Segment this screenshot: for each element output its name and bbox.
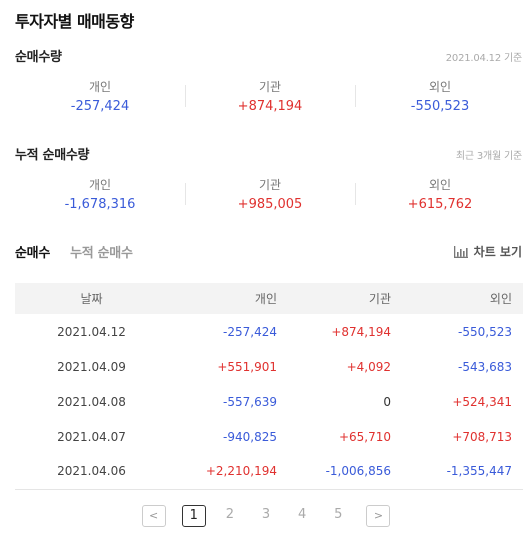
stat-institution: 기관 +874,194 — [185, 78, 355, 122]
cumulative-summary: 개인 -1,678,316 기관 +985,005 외인 +615,762 — [15, 176, 525, 220]
cumulative-header: 누적 순매수량 최근 3개월 기준 — [15, 144, 522, 164]
stat-label: 개인 — [88, 80, 112, 94]
stat-label: 외인 — [428, 80, 452, 94]
tab-net-buy[interactable]: 순매수 — [15, 246, 50, 261]
cell-institution: -1,006,856 — [288, 454, 402, 490]
cell-date: 2021.04.06 — [15, 454, 168, 490]
cell-institution: +65,710 — [338, 429, 391, 444]
investor-trade-table: 날짜 개인 기관 외인 2021.04.12 -257,424 +874,194… — [15, 283, 523, 490]
stat-label: 기관 — [258, 178, 282, 192]
table-row: 2021.04.06 +2,210,194 -1,006,856 -1,355,… — [15, 454, 523, 490]
stat-label: 기관 — [258, 80, 282, 94]
cumulative-period: 최근 3개월 기준 — [455, 151, 522, 162]
net-volume-title: 순매수량 — [15, 50, 62, 65]
page-2[interactable]: 2 — [225, 507, 234, 522]
next-page-button[interactable]: > — [366, 505, 391, 527]
cell-individual: -557,639 — [223, 394, 277, 409]
bar-chart-icon — [453, 245, 468, 258]
stat-foreign: 외인 -550,523 — [355, 78, 525, 122]
stat-individual: 개인 -1,678,316 — [15, 176, 185, 220]
page-1[interactable]: 1 — [181, 505, 206, 527]
stat-value: -1,678,316 — [64, 197, 136, 212]
stat-label: 외인 — [428, 178, 452, 192]
header-date: 날짜 — [80, 292, 103, 306]
view-tabs: 순매수 누적 순매수 — [15, 242, 148, 262]
page-title: 투자자별 매매동향 — [15, 12, 134, 31]
chart-view-button[interactable]: 차트 보기 — [453, 243, 522, 260]
cell-individual: -940,825 — [223, 429, 277, 444]
cell-foreign: -1,355,447 — [402, 454, 523, 490]
pagination: < 1 2 3 4 5 > — [0, 505, 532, 527]
stat-value: -257,424 — [70, 99, 130, 114]
stat-value: +985,005 — [237, 197, 303, 212]
net-volume-summary: 개인 -257,424 기관 +874,194 외인 -550,523 — [15, 78, 525, 122]
cell-date: 2021.04.07 — [57, 429, 126, 444]
stat-value: +615,762 — [407, 197, 473, 212]
table-row: 2021.04.12 -257,424 +874,194 -550,523 — [15, 314, 523, 349]
cell-institution: +4,092 — [346, 359, 391, 374]
cell-date: 2021.04.12 — [57, 324, 126, 339]
cell-individual: +551,901 — [217, 359, 277, 374]
stat-label: 개인 — [88, 178, 112, 192]
cell-institution: +874,194 — [331, 324, 391, 339]
net-volume-header: 순매수량 2021.04.12 기준 — [15, 46, 522, 66]
header-foreign: 외인 — [489, 292, 512, 306]
page-5[interactable]: 5 — [334, 507, 343, 522]
stat-foreign: 외인 +615,762 — [355, 176, 525, 220]
table-row: 2021.04.07 -940,825 +65,710 +708,713 — [15, 419, 523, 454]
cumulative-title: 누적 순매수량 — [15, 148, 90, 163]
cell-foreign: -543,683 — [458, 359, 512, 374]
cell-foreign: -550,523 — [458, 324, 512, 339]
header-institution: 기관 — [368, 292, 391, 306]
table-row: 2021.04.09 +551,901 +4,092 -543,683 — [15, 349, 523, 384]
cell-individual: +2,210,194 — [168, 454, 288, 490]
tab-cumulative-net-buy[interactable]: 누적 순매수 — [70, 246, 133, 261]
table-row: 2021.04.08 -557,639 0 +524,341 — [15, 384, 523, 419]
prev-page-button[interactable]: < — [141, 505, 166, 527]
table-header-row: 날짜 개인 기관 외인 — [15, 283, 523, 314]
page-4[interactable]: 4 — [298, 507, 307, 522]
cell-foreign: +524,341 — [452, 394, 512, 409]
cell-date: 2021.04.09 — [57, 359, 126, 374]
page-3[interactable]: 3 — [261, 507, 271, 522]
cell-date: 2021.04.08 — [57, 394, 126, 409]
stat-value: -550,523 — [410, 99, 470, 114]
cell-institution: 0 — [383, 394, 391, 409]
net-volume-date: 2021.04.12 기준 — [445, 53, 522, 64]
stat-institution: 기관 +985,005 — [185, 176, 355, 220]
stat-individual: 개인 -257,424 — [15, 78, 185, 122]
chart-view-label: 차트 보기 — [473, 245, 522, 259]
cell-foreign: +708,713 — [452, 429, 512, 444]
header-individual: 개인 — [254, 292, 277, 306]
cell-individual: -257,424 — [223, 324, 277, 339]
stat-value: +874,194 — [237, 99, 303, 114]
